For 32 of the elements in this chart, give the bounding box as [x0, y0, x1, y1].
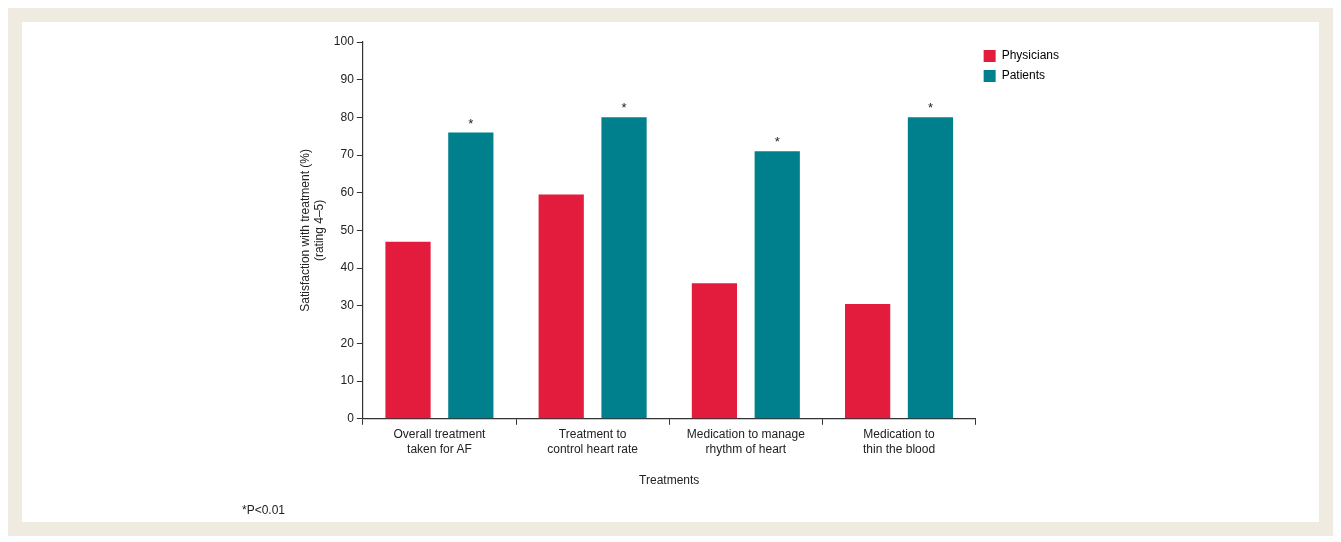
y-tick-label: 80: [340, 109, 355, 124]
y-tick-label: 20: [340, 335, 355, 350]
y-tick-label: 10: [340, 373, 355, 388]
bar: [601, 117, 647, 419]
bar: [538, 194, 584, 419]
x-axis-title: Treatments: [639, 473, 700, 488]
y-tick-label: 40: [340, 260, 355, 275]
legend-label: Patients: [1001, 68, 1045, 83]
y-tick-label: 60: [340, 185, 355, 200]
y-tick-label: 70: [340, 147, 355, 162]
y-tick-label: 30: [340, 298, 355, 313]
x-tick-label: Medication to thin the blood: [863, 427, 936, 456]
bar: [691, 283, 738, 419]
bar: [385, 241, 431, 419]
legend-label: Physicians: [1001, 48, 1059, 63]
data-label: *: [774, 134, 780, 150]
bar: [448, 132, 494, 419]
bar: [907, 117, 954, 419]
y-tick-label: 50: [340, 222, 355, 237]
text: *P<0.01: [242, 503, 286, 517]
bar: [845, 303, 891, 419]
y-axis-title: Satisfaction with treatment (%) (rating 4–5): [297, 149, 326, 312]
bar: [754, 151, 800, 419]
data-label: *: [927, 100, 933, 116]
y-tick-label: 100: [333, 34, 355, 49]
y-tick-label: 0: [347, 411, 355, 426]
x-tick-label: Overall treatment taken for AF: [393, 427, 487, 456]
data-label: *: [468, 115, 474, 131]
y-tick-label: 90: [340, 71, 355, 86]
x-tick-label: Medication to manage rhythm of heart: [686, 427, 806, 456]
data-label: *: [621, 100, 627, 116]
x-tick-label: Treatment to control heart rate: [547, 427, 639, 456]
